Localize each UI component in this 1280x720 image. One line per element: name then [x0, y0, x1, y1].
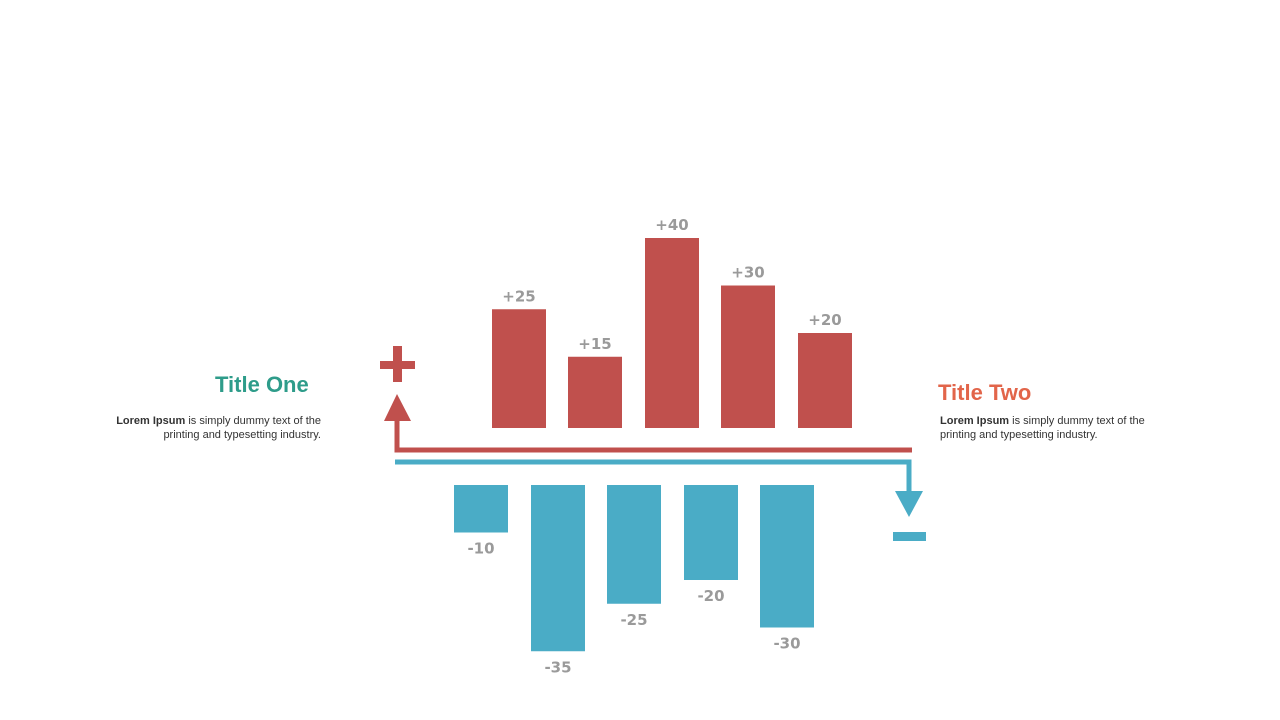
- negative-bar-label: -10: [467, 540, 494, 558]
- title-one: Title One: [215, 372, 309, 397]
- arrow-up-icon: [384, 394, 411, 421]
- arrow-down-icon: [895, 491, 923, 517]
- negative-arrow-line: [395, 459, 912, 494]
- negative-bar-label: -35: [544, 658, 571, 676]
- positive-bar: [568, 356, 622, 428]
- positive-bar: [721, 285, 775, 428]
- description-one-text: is simply dummy text of the printing and…: [163, 415, 321, 441]
- description-two-bold: Lorem Ipsum: [940, 415, 1010, 427]
- positive-bar-label: +40: [655, 216, 688, 234]
- positive-bar-label: +25: [502, 287, 535, 305]
- positive-bar-label: +30: [731, 264, 764, 282]
- negative-bar-label: -20: [697, 587, 724, 605]
- plus-icon: [393, 346, 402, 382]
- positive-bar: [492, 309, 546, 428]
- positive-bar: [645, 238, 699, 428]
- negative-bar-label: -30: [773, 635, 800, 653]
- negative-bar: [607, 485, 661, 604]
- description-one: Lorem Ipsum is simply dummy text of the …: [81, 414, 321, 442]
- positive-bar: [798, 333, 852, 428]
- positive-arrow-line: [394, 418, 912, 453]
- description-one-bold: Lorem Ipsum: [116, 415, 186, 427]
- negative-bar: [684, 485, 738, 580]
- negative-bar-label: -25: [620, 611, 647, 629]
- positive-bar-label: +15: [578, 335, 611, 353]
- title-two: Title Two: [938, 380, 1032, 405]
- positive-bar-label: +20: [808, 311, 841, 329]
- negative-bar: [454, 485, 508, 533]
- description-two: Lorem Ipsum is simply dummy text of the …: [940, 414, 1180, 442]
- description-two-text: is simply dummy text of the printing and…: [940, 415, 1145, 441]
- minus-icon: [893, 532, 926, 541]
- negative-bar: [760, 485, 814, 628]
- negative-bar: [531, 485, 585, 652]
